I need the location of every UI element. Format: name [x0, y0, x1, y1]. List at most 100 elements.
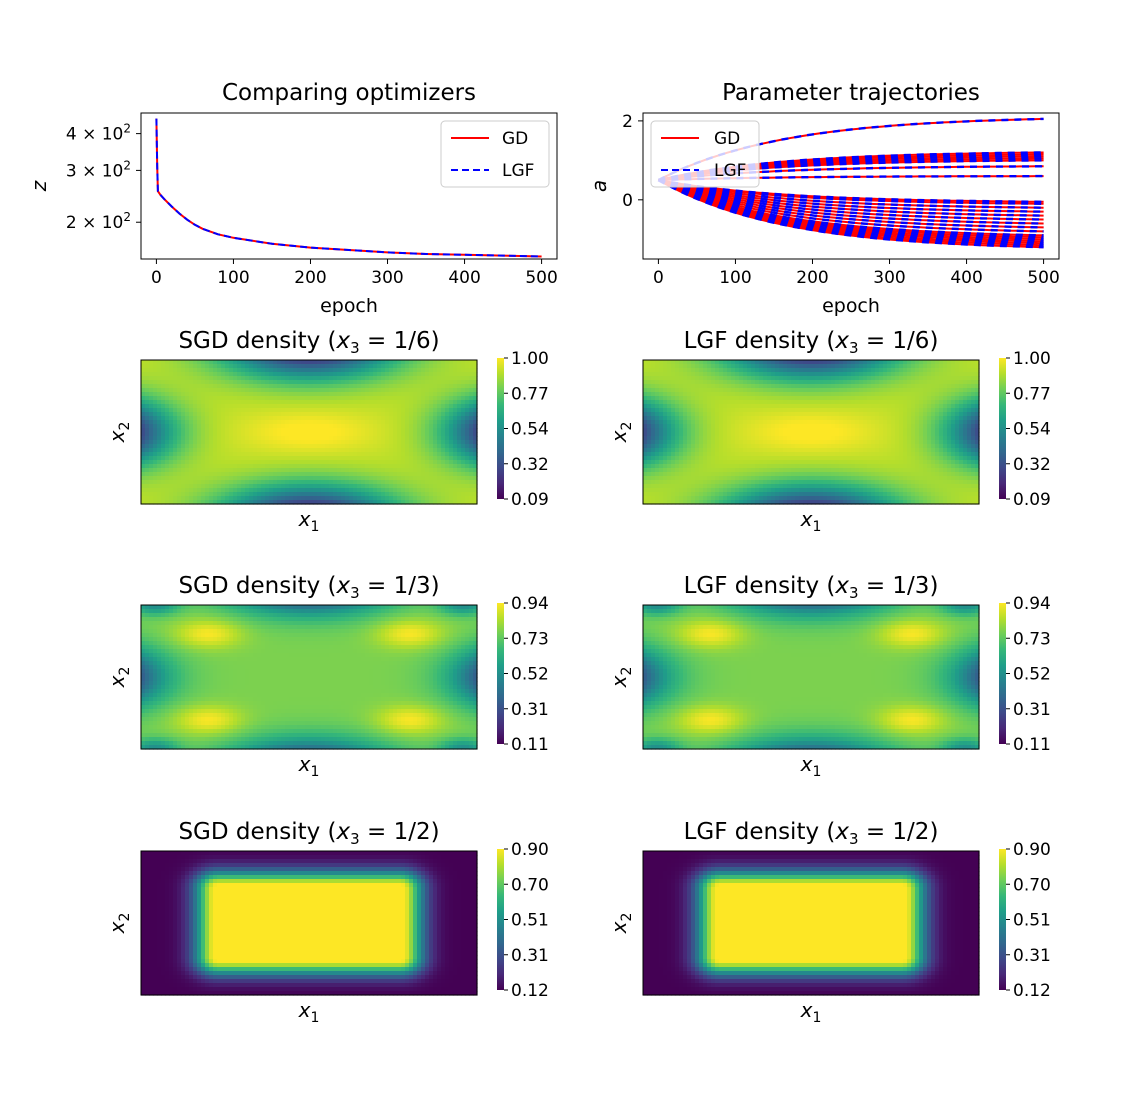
density-cell	[699, 420, 704, 425]
density-cell	[719, 492, 724, 497]
density-cell	[361, 424, 366, 429]
density-cell	[153, 432, 158, 437]
density-cell	[835, 392, 840, 397]
density-cell	[225, 372, 230, 377]
density-cell	[181, 404, 186, 409]
density-cell	[205, 408, 210, 413]
density-cell	[261, 388, 266, 393]
density-cell	[767, 496, 772, 501]
density-cell	[819, 460, 824, 465]
density-cell	[141, 476, 146, 481]
density-cell	[305, 440, 310, 445]
density-cell	[381, 480, 386, 485]
density-cell	[441, 492, 446, 497]
density-cell	[153, 364, 158, 369]
density-cell	[735, 360, 740, 365]
density-cell	[803, 420, 808, 425]
density-cell	[409, 368, 414, 373]
density-cell	[333, 444, 338, 449]
density-cell	[257, 440, 262, 445]
density-cell	[341, 432, 346, 437]
density-cell	[325, 488, 330, 493]
density-cell	[683, 368, 688, 373]
density-cell	[751, 404, 756, 409]
density-cell	[213, 420, 218, 425]
density-cell	[843, 376, 848, 381]
density-cell	[341, 376, 346, 381]
density-cell	[787, 496, 792, 501]
density-cell	[763, 436, 768, 441]
density-cell	[711, 448, 716, 453]
density-cell	[715, 460, 720, 465]
density-cell	[687, 440, 692, 445]
density-cell	[719, 428, 724, 433]
density-cell	[401, 408, 406, 413]
density-cell	[803, 460, 808, 465]
density-cell	[141, 428, 146, 433]
density-cell	[767, 392, 772, 397]
density-cell	[333, 436, 338, 441]
density-cell	[831, 376, 836, 381]
density-cell	[217, 360, 222, 365]
density-cell	[301, 496, 306, 501]
density-cell	[229, 372, 234, 377]
density-cell	[401, 384, 406, 389]
density-cell	[197, 388, 202, 393]
density-cell	[429, 396, 434, 401]
density-cell	[731, 456, 736, 461]
density-cell	[313, 360, 318, 365]
density-cell	[221, 372, 226, 377]
density-cell	[795, 476, 800, 481]
density-cell	[201, 368, 206, 373]
density-cell	[711, 476, 716, 481]
x-tick-label: 100	[217, 268, 249, 288]
density-cell	[153, 408, 158, 413]
density-cell	[751, 448, 756, 453]
density-cell	[305, 400, 310, 405]
density-cell	[787, 384, 792, 389]
density-cell	[663, 472, 668, 477]
density-cell	[165, 388, 170, 393]
density-cell	[165, 404, 170, 409]
density-cell	[417, 384, 422, 389]
density-cell	[277, 480, 282, 485]
density-cell	[177, 396, 182, 401]
density-cell	[289, 436, 294, 441]
density-cell	[209, 472, 214, 477]
density-cell	[261, 412, 266, 417]
density-cell	[197, 420, 202, 425]
density-cell	[767, 396, 772, 401]
density-cell	[333, 360, 338, 365]
density-cell	[313, 428, 318, 433]
density-cell	[245, 384, 250, 389]
density-cell	[297, 428, 302, 433]
density-cell	[647, 492, 652, 497]
density-cell	[349, 408, 354, 413]
density-cell	[161, 388, 166, 393]
density-cell	[261, 460, 266, 465]
density-cell	[715, 472, 720, 477]
density-cell	[417, 416, 422, 421]
density-cell	[369, 496, 374, 501]
density-cell	[325, 460, 330, 465]
density-cell	[241, 368, 246, 373]
density-cell	[775, 388, 780, 393]
density-cell	[285, 400, 290, 405]
density-cell	[707, 472, 712, 477]
density-cell	[273, 448, 278, 453]
density-cell	[433, 380, 438, 385]
density-cell	[441, 432, 446, 437]
density-cell	[643, 472, 648, 477]
density-cell	[795, 412, 800, 417]
density-cell	[301, 368, 306, 373]
density-cell	[651, 432, 656, 437]
density-cell	[667, 500, 672, 505]
density-cell	[393, 496, 398, 501]
density-cell	[149, 460, 154, 465]
density-cell	[377, 480, 382, 485]
density-cell	[297, 456, 302, 461]
density-cell	[473, 468, 478, 473]
density-cell	[273, 360, 278, 365]
density-cell	[767, 492, 772, 497]
density-cell	[273, 468, 278, 473]
